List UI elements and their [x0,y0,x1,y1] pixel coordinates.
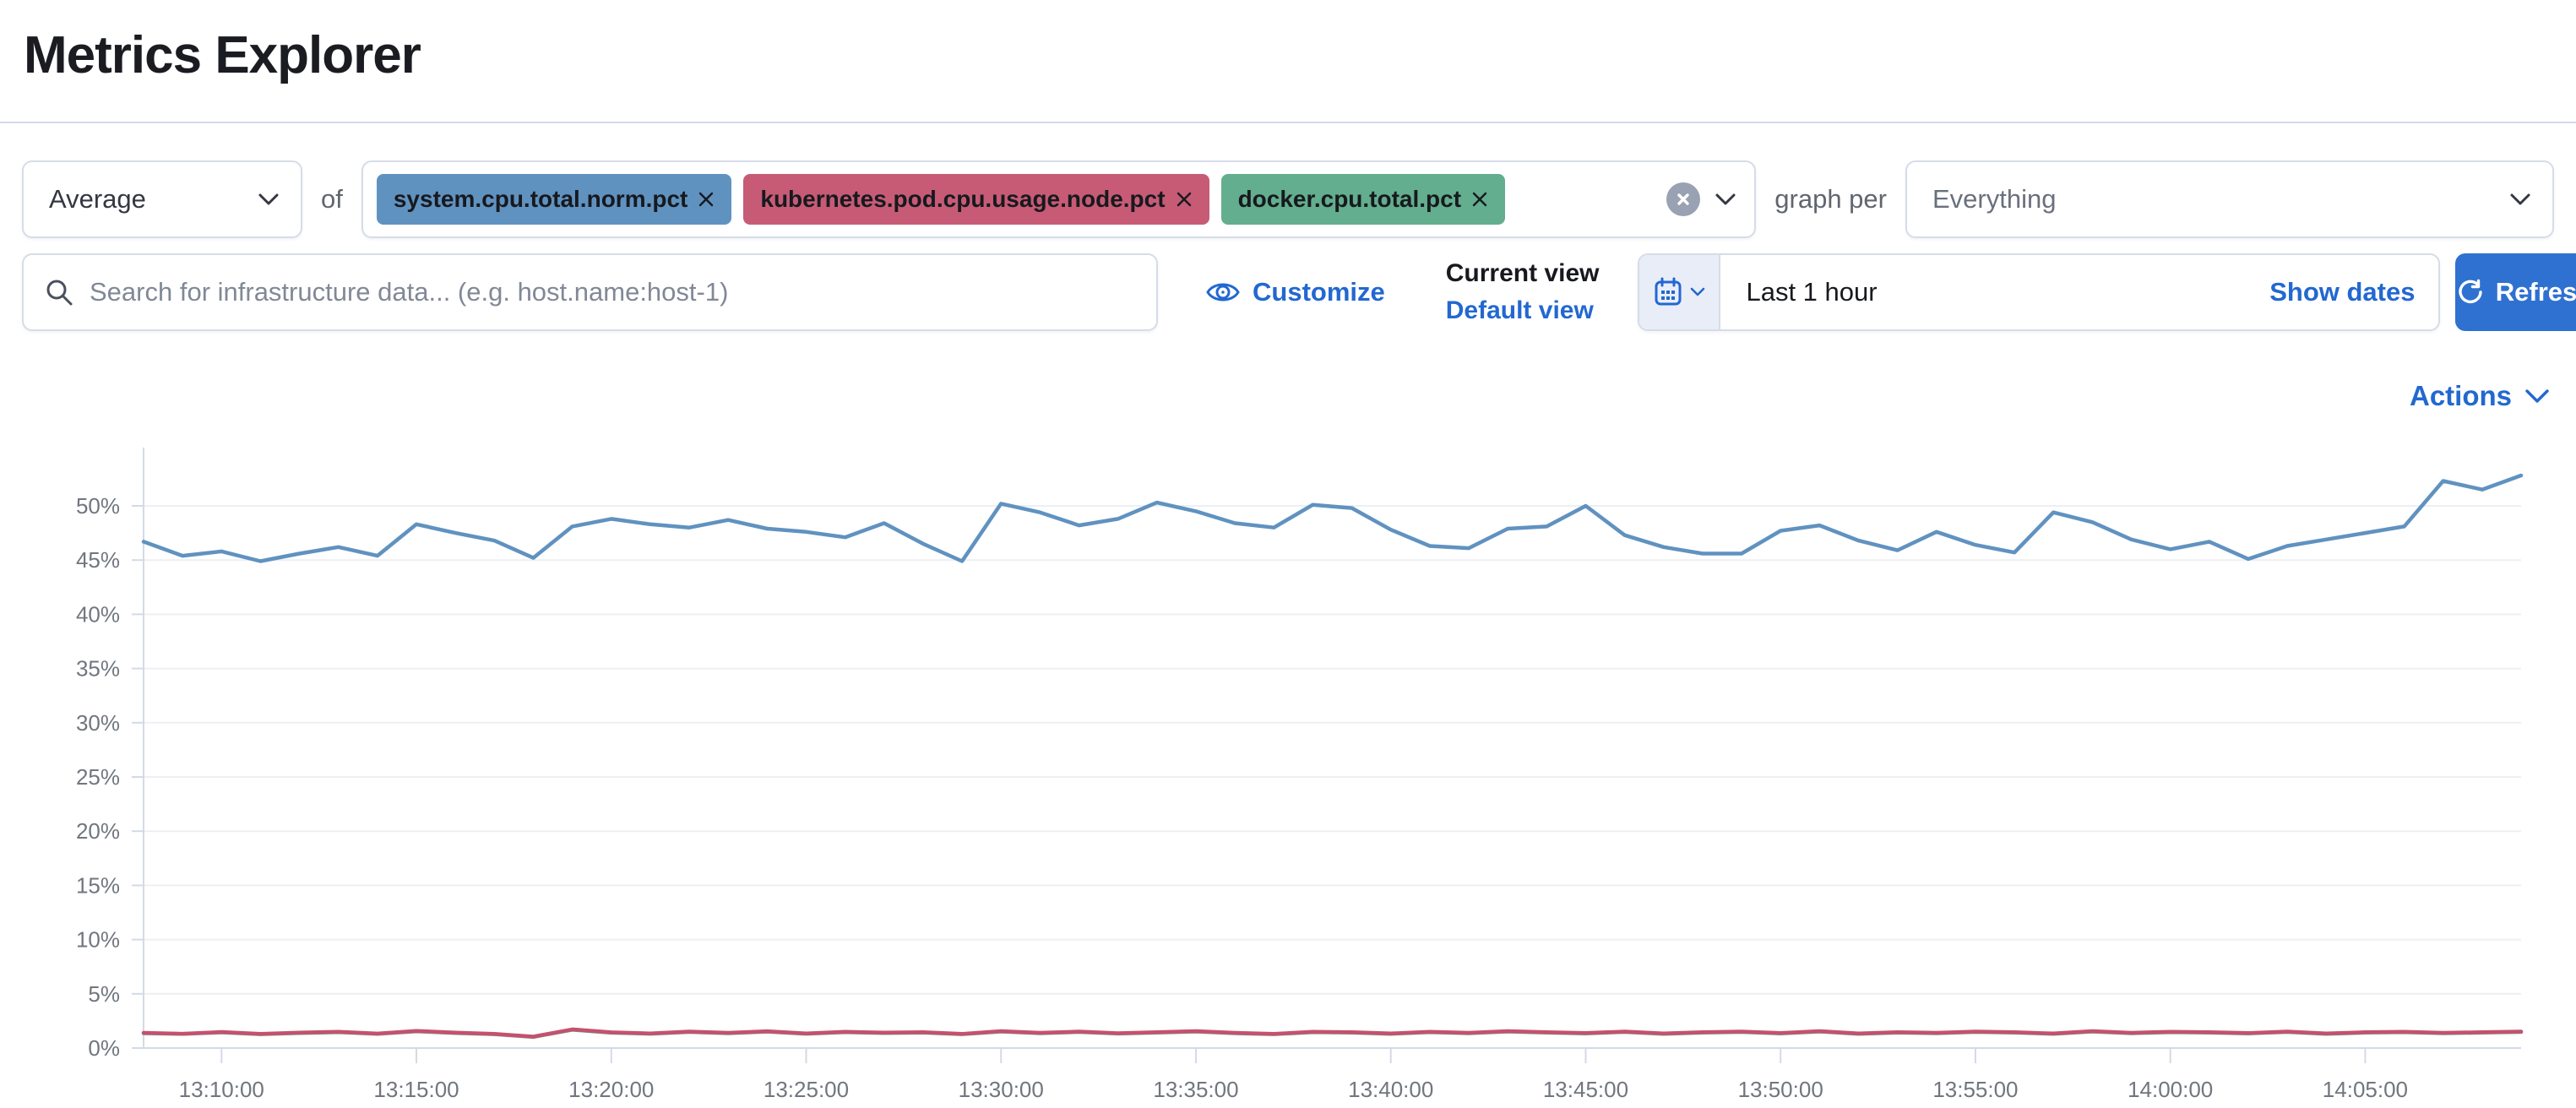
calendar-icon [1653,277,1683,307]
search-time-row: Customize Current view Default view Last… [0,253,2576,331]
y-axis-tick-label: 20% [76,818,120,844]
x-axis-tick-label: 13:35:00 [1153,1077,1238,1102]
actions-menu-button[interactable]: Actions [2410,380,2549,412]
graph-per-label: graph per [1774,184,1887,214]
refresh-label: Refresh [2495,277,2576,307]
remove-metric-icon[interactable] [698,191,715,208]
metric-tag[interactable]: system.cpu.total.norm.pct [376,174,732,225]
series-line-kubernetes.pod.cpu.usage.node.pct [141,1027,2524,1039]
clear-icon [1676,192,1691,207]
time-range-value[interactable]: Last 1 hour [1746,277,1878,307]
metrics-chart[interactable]: 0% 5% 10% 15% 20% 25% 30% 35% 40% 45% 50% 13:10:00 1… [0,414,2576,1106]
eye-icon [1205,279,1241,306]
actions-label: Actions [2409,380,2512,411]
y-axis-tick-label: 10% [76,927,120,953]
refresh-button[interactable]: Refresh [2455,253,2576,331]
x-axis-tick-label: 14:00:00 [2128,1077,2213,1102]
x-axis-tick-label: 13:40:00 [1348,1077,1433,1102]
search-icon [44,277,74,307]
remove-metric-icon[interactable] [1471,191,1488,208]
chevron-down-icon [1690,287,1705,297]
current-view-label: Current view [1445,259,1600,287]
x-axis-tick-label: 13:50:00 [1738,1077,1823,1102]
group-by-select[interactable]: Everything [1905,160,2554,238]
chevron-down-icon [2510,193,2530,206]
y-axis-tick-label: 40% [76,601,120,627]
group-by-value: Everything [1932,184,2057,214]
y-axis-tick-label: 0% [88,1035,120,1061]
x-axis-tick-label: 13:10:00 [179,1077,264,1102]
clear-metrics-button[interactable] [1666,182,1701,216]
x-axis-tick-label: 13:45:00 [1543,1077,1628,1102]
y-axis-tick-label: 15% [76,872,120,898]
aggregation-select[interactable]: Average [22,160,302,238]
chart-section: Actions 0% 5% 10% 15% 20% 25% 30% 35% 40% 45% 50% 1… [0,331,2576,1106]
metric-tag[interactable]: kubernetes.pod.cpu.usage.node.pct [743,174,1209,225]
remove-metric-icon[interactable] [1176,191,1193,208]
default-view-link[interactable]: Default view [1445,296,1594,324]
chevron-down-icon[interactable] [1715,193,1736,206]
quick-select-button[interactable] [1639,255,1721,329]
of-label: of [321,184,343,214]
x-axis-tick-label: 13:15:00 [373,1077,459,1102]
date-picker: Last 1 hour Show dates [1638,253,2441,331]
customize-button[interactable]: Customize [1205,277,1385,307]
view-block: Current view Default view [1446,259,1600,325]
show-dates-link[interactable]: Show dates [2269,277,2416,307]
metric-tag[interactable]: docker.cpu.total.pct [1220,174,1506,225]
customize-label: Customize [1253,277,1385,307]
metric-controls-row: Average of system.cpu.total.norm.pct kub… [0,160,2576,238]
x-axis-tick-label: 13:25:00 [764,1077,849,1102]
x-axis-tick-label: 13:30:00 [959,1077,1044,1102]
chevron-down-icon [258,193,279,206]
y-axis-tick-label: 30% [76,710,120,736]
search-input[interactable] [90,277,1136,307]
refresh-icon [2457,279,2484,306]
y-axis-tick-label: 25% [76,764,120,790]
metric-tag-label: docker.cpu.total.pct [1237,186,1462,212]
search-field[interactable] [22,253,1158,331]
metrics-combobox[interactable]: system.cpu.total.norm.pct kubernetes.pod… [361,160,1757,238]
metric-tag-label: kubernetes.pod.cpu.usage.node.pct [760,186,1166,212]
page-header: Metrics Explorer [0,0,2576,123]
x-axis-tick-label: 14:05:00 [2323,1077,2408,1102]
metric-tag-label: system.cpu.total.norm.pct [393,186,688,212]
x-axis-tick-label: 13:20:00 [568,1077,654,1102]
y-axis-tick-label: 35% [76,656,120,682]
aggregation-value: Average [49,184,146,214]
y-axis-tick-label: 5% [88,981,120,1007]
y-axis-tick-label: 50% [76,493,120,519]
x-axis-tick-label: 13:55:00 [1932,1077,2018,1102]
series-line-system.cpu.total.norm.pct [141,473,2524,563]
page-title: Metrics Explorer [24,26,421,84]
chevron-down-icon [2525,388,2549,404]
y-axis-tick-label: 45% [76,547,120,573]
